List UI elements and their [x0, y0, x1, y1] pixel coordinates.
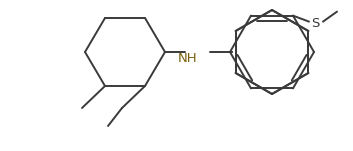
Text: S: S — [311, 17, 319, 30]
Text: NH: NH — [178, 51, 198, 64]
